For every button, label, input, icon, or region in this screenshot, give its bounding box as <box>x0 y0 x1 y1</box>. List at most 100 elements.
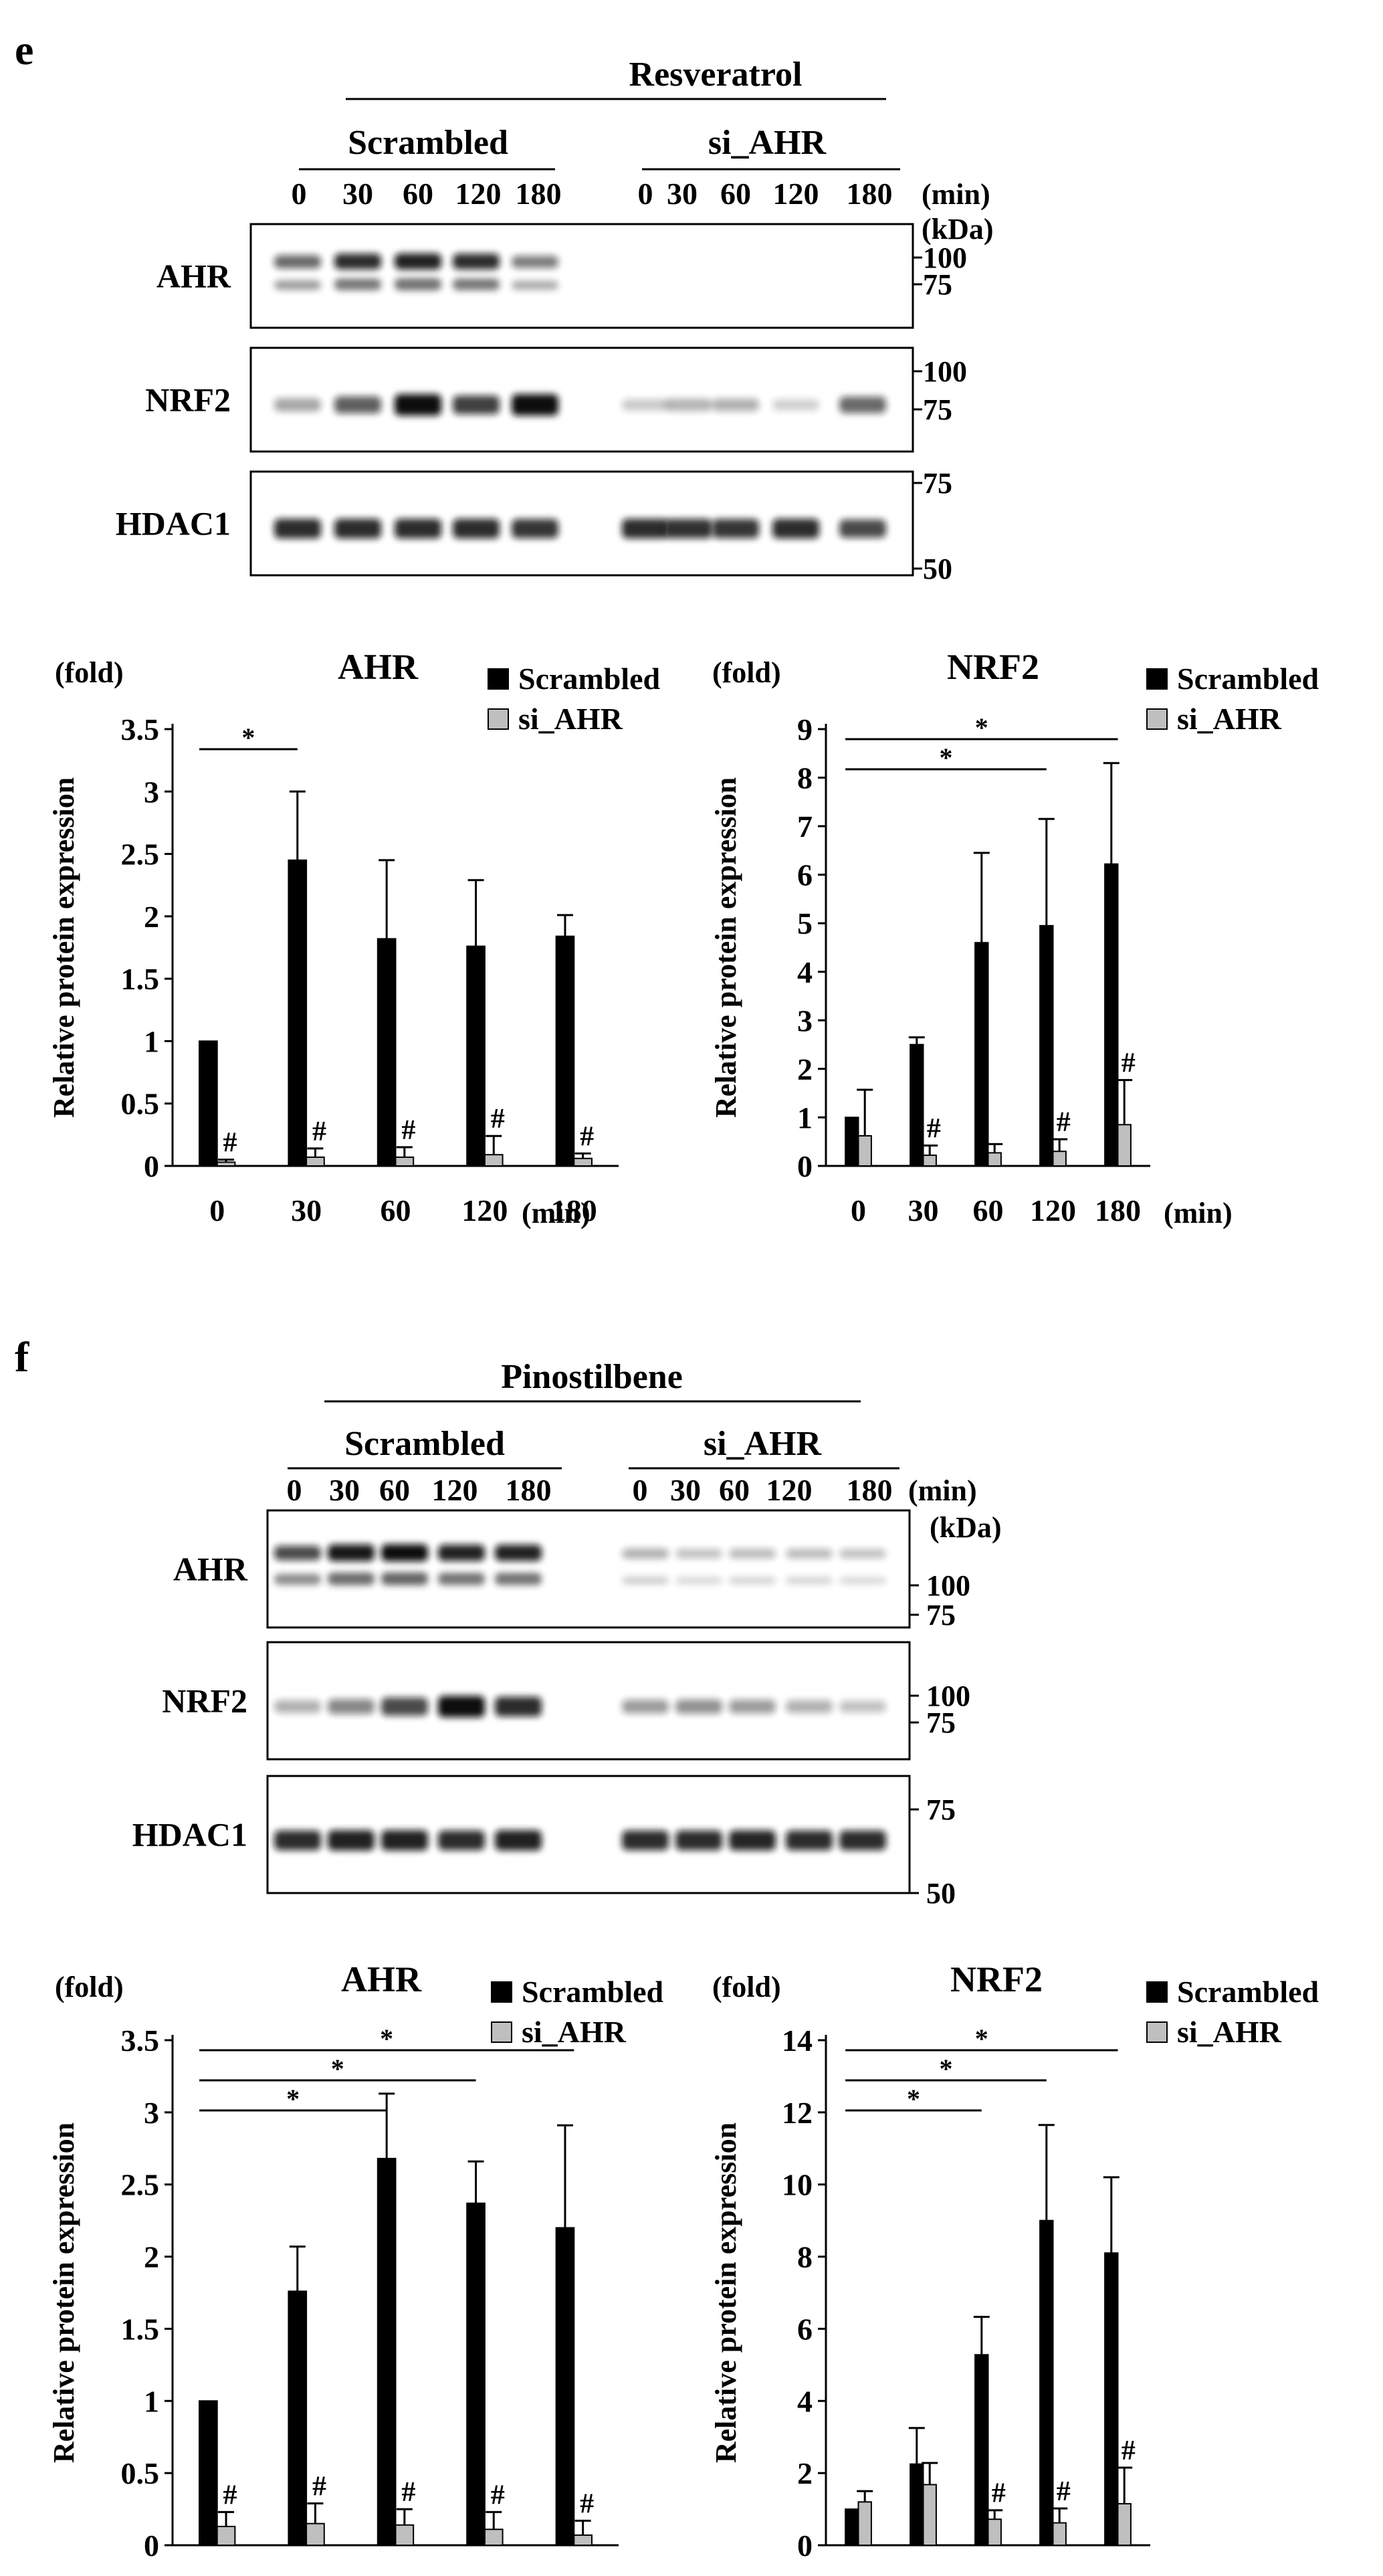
group-label-f-siahr: si_AHR <box>704 1425 823 1463</box>
hash-mark: # <box>1122 2436 1136 2466</box>
y-tick-label: 2.5 <box>121 837 160 872</box>
x-unit-label: (min) <box>522 1197 591 1229</box>
bar <box>974 2354 989 2546</box>
unit-label: (fold) <box>712 1971 781 2003</box>
bar <box>484 2529 504 2547</box>
legend-label: Scrambled <box>518 662 661 696</box>
y-tick-label: 3.5 <box>121 2023 160 2058</box>
legend-label: Scrambled <box>1177 1975 1319 2009</box>
y-tick-label: 0 <box>797 1149 813 1183</box>
lane-labels-f: 0 30 60 120 180 0 30 60 120 180 <box>287 1473 893 1507</box>
band <box>729 1699 776 1714</box>
blot-hdac1: HDAC1 75 50 <box>132 1775 956 1910</box>
band <box>839 1700 886 1713</box>
bar <box>857 2501 872 2546</box>
significance-star: * <box>975 2023 988 2054</box>
bar <box>1039 2219 1054 2546</box>
x-tick-label: 180 <box>1095 2573 1141 2576</box>
hash-mark: # <box>580 1121 594 1152</box>
hash-mark: # <box>312 1116 326 1147</box>
y-tick-label: 4 <box>797 955 813 989</box>
marker-label: 100 <box>923 355 967 388</box>
band <box>328 1830 375 1851</box>
band <box>729 1830 776 1851</box>
group-label-e-siahr: si_AHR <box>708 124 827 162</box>
band <box>395 253 441 270</box>
marker-label: 75 <box>926 1599 956 1631</box>
band <box>274 398 321 412</box>
marker-label: 100 <box>926 1569 970 1602</box>
blot-label: NRF2 <box>145 381 231 419</box>
y-tick-label: 2 <box>797 2456 813 2490</box>
y-tick-label: 2.5 <box>121 2168 160 2202</box>
hash-mark: # <box>1057 2476 1071 2507</box>
significance-star: * <box>907 2084 920 2114</box>
panel-letter-e: e <box>15 26 33 74</box>
bar <box>910 1044 924 1167</box>
legend-swatch <box>491 1981 512 2003</box>
x-tick-label: 60 <box>973 1193 1004 1227</box>
band <box>495 1830 542 1851</box>
marker-label: 75 <box>926 1793 956 1826</box>
lane-label: 180 <box>516 177 562 211</box>
lane-label: 30 <box>329 1473 360 1507</box>
band <box>334 518 381 539</box>
band <box>328 1572 375 1585</box>
panel-letter-f: f <box>15 1333 29 1381</box>
lane-labels-e: 0 30 60 120 180 0 30 60 120 180 <box>292 177 893 211</box>
bar <box>555 935 575 1167</box>
x-tick-label: 60 <box>973 2573 1004 2576</box>
y-axis-label: Relative protein expression <box>47 777 80 1118</box>
legend-swatch <box>1146 1981 1168 2003</box>
y-axis-label: Relative protein expression <box>47 2122 80 2463</box>
band <box>438 1573 485 1585</box>
chart-f-ahr: AHR (fold) Relative protein expression 0 0.5… <box>47 1959 664 2576</box>
bar <box>466 2202 486 2546</box>
band <box>675 1830 722 1851</box>
lane-label: 180 <box>847 1473 893 1507</box>
bar <box>910 2463 924 2546</box>
y-tick-label: 4 <box>797 2384 813 2418</box>
band <box>786 1549 833 1559</box>
band <box>395 518 441 539</box>
significance-star: * <box>939 2054 952 2084</box>
band <box>786 1577 833 1585</box>
hash-mark: # <box>223 2480 237 2510</box>
x-tick-label: 120 <box>1030 1193 1076 1227</box>
band <box>381 1830 428 1851</box>
band <box>729 1577 776 1585</box>
bar <box>555 2227 575 2546</box>
bar <box>845 1116 859 1167</box>
marker-label: 75 <box>923 467 952 500</box>
legend-swatch <box>1146 668 1168 690</box>
band <box>395 278 441 291</box>
bar <box>199 1040 218 1167</box>
band <box>274 518 321 539</box>
significance-star: * <box>975 712 988 742</box>
y-axis-label: Relative protein expression <box>710 777 742 1118</box>
x-unit-label: (min) <box>1164 1197 1233 1229</box>
lane-label: 60 <box>403 177 433 211</box>
band <box>495 1545 542 1561</box>
lane-label: 0 <box>292 177 307 211</box>
bar <box>288 2290 308 2546</box>
x-tick-label: 30 <box>291 2573 322 2576</box>
x-tick-label: 180 <box>551 1193 597 1227</box>
chart-f-nrf2: NRF2 (fold) Relative protein expression 0 2 4… <box>710 1959 1319 2576</box>
legend-label: si_AHR <box>1177 702 1282 736</box>
bar <box>306 2522 325 2546</box>
bar <box>922 2484 937 2546</box>
band <box>274 1573 321 1585</box>
bar <box>573 2534 593 2546</box>
lane-label: 180 <box>506 1473 552 1507</box>
band <box>622 399 669 411</box>
legend-label: Scrambled <box>1177 662 1319 696</box>
x-tick-label: 120 <box>1030 2573 1076 2576</box>
x-tick-label: 120 <box>461 2573 508 2576</box>
y-axis-label: Relative protein expression <box>710 2122 742 2463</box>
y-tick-label: 2 <box>144 900 159 934</box>
legend-label: si_AHR <box>522 2015 627 2049</box>
y-tick-label: 9 <box>797 712 813 747</box>
lane-label: 30 <box>667 177 698 211</box>
lane-label: 30 <box>670 1473 701 1507</box>
